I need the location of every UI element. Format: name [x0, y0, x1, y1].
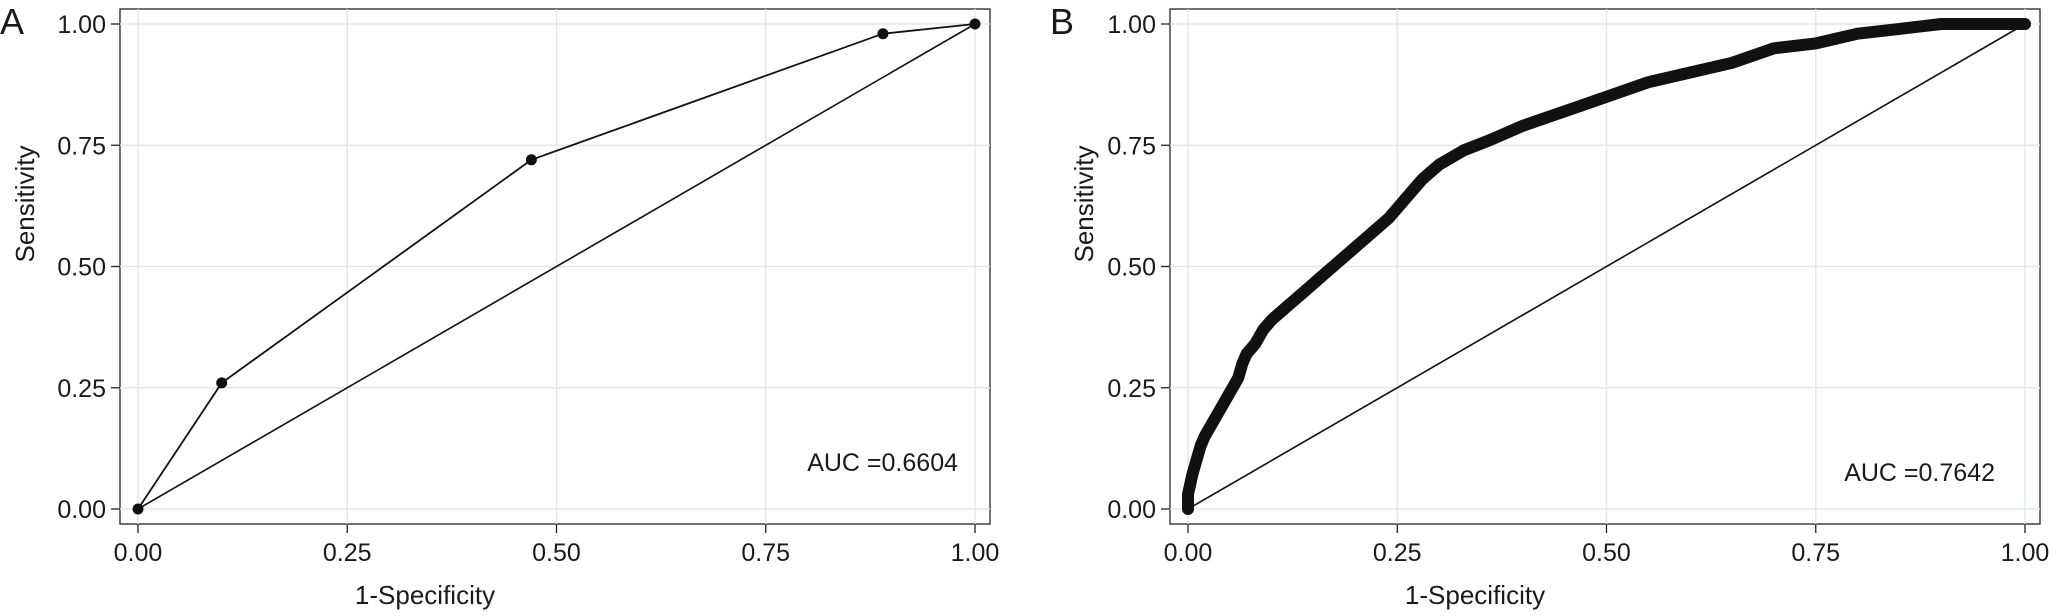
roc-point-marker	[525, 154, 537, 166]
plot-area: 0.00 0.25 0.50 0.75 1.00 0.00 0.25 0.50 0.75 1.00	[1107, 8, 2050, 567]
x-tick-label: 1.00	[951, 539, 1000, 567]
y-tick-label: 0.25	[57, 375, 106, 403]
x-tick-label: 0.50	[1582, 539, 1631, 567]
y-tick-label: 0.00	[1107, 496, 1156, 524]
roc-curve	[1182, 18, 2031, 515]
x-tick-label: 0.50	[532, 539, 581, 567]
y-tick-label: 0.50	[1107, 254, 1156, 282]
reference-diagonal-line	[1187, 23, 2026, 510]
x-tick-label: 0.75	[741, 539, 790, 567]
panel-letter-a: A	[0, 1, 24, 42]
x-axis-title: 1-Specificity	[1405, 580, 1545, 610]
y-tick-label: 0.75	[57, 132, 106, 160]
x-tick-label: 0.25	[323, 539, 372, 567]
y-tick-label: 0.25	[1107, 375, 1156, 403]
roc-point-marker	[216, 377, 228, 389]
plot-area: 0.00 0.25 0.50 0.75 1.00 0.00 0.25 0.50 0.75 1.00	[57, 8, 1000, 567]
x-tick-label: 0.75	[1791, 539, 1840, 567]
auc-annotation: AUC =0.7642	[1844, 459, 1995, 487]
y-tick-label: 1.00	[1107, 11, 1156, 39]
y-axis-title: Sensitivity	[1069, 145, 1099, 262]
panel-b: 0.00 0.25 0.50 0.75 1.00 0.00 0.25 0.50 0.75 1.00…	[1050, 1, 2049, 610]
y-tick-label: 0.00	[57, 496, 106, 524]
y-tick-label: 1.00	[57, 11, 106, 39]
x-tick-label: 1.00	[2001, 539, 2050, 567]
panel-letter-b: B	[1050, 1, 1074, 42]
x-tick-label: 0.00	[114, 539, 163, 567]
roc-point-marker	[877, 28, 889, 40]
y-axis-title: Sensitivity	[10, 145, 40, 262]
x-axis-title: 1-Specificity	[355, 580, 495, 610]
auc-annotation: AUC =0.6604	[807, 449, 958, 477]
reference-diagonal-line	[137, 23, 976, 510]
y-tick-label: 0.50	[57, 254, 106, 282]
x-tick-label: 0.25	[1373, 539, 1422, 567]
y-tick-label: 0.75	[1107, 132, 1156, 160]
panel-a: 0.00 0.25 0.50 0.75 1.00 0.00 0.25 0.50 0.75 1.00…	[0, 1, 999, 610]
x-tick-label: 0.00	[1164, 539, 1213, 567]
